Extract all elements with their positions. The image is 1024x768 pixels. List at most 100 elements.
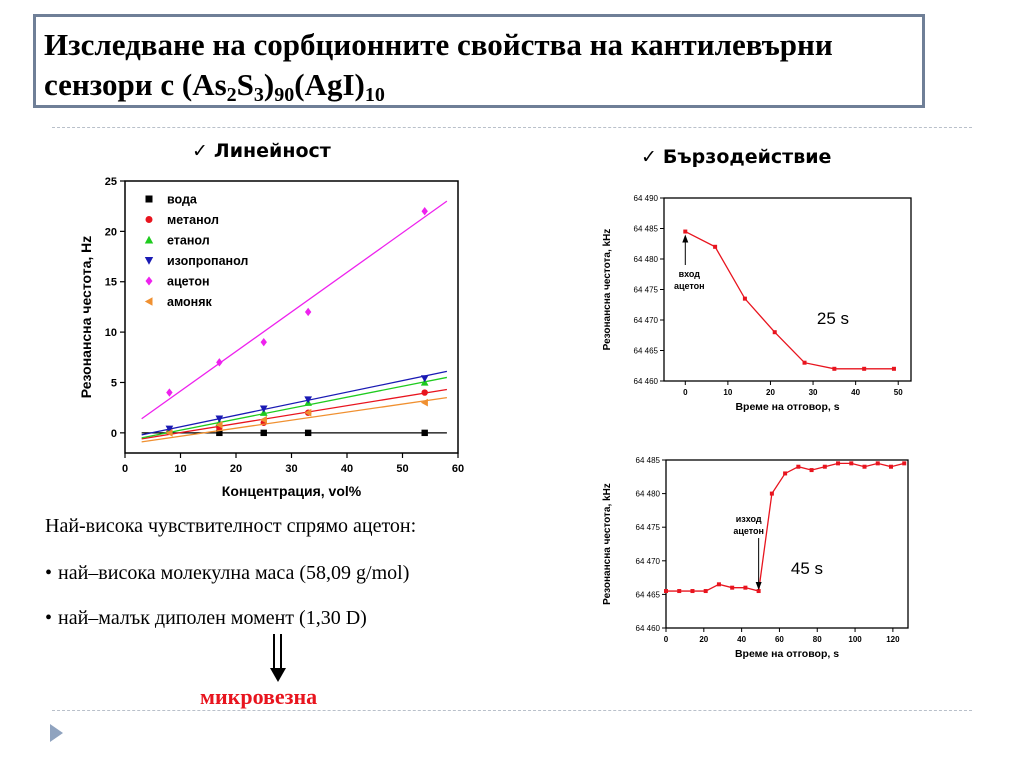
response-series [664,461,907,594]
data-point [165,425,174,433]
data-point [769,491,774,496]
data-point [891,366,896,371]
data-point [259,405,268,413]
double-arrow-shaft [273,634,282,670]
response-chart-inlet: 0 10 20 30 40 50 64 460 64 465 64 470 64 475 64 48… [602,194,912,413]
check-mark-icon: ✓ [192,140,208,162]
x-tick-label: 10 [723,388,732,397]
x-tick-label: 60 [775,635,784,644]
title-part: (AgI) [294,67,365,102]
fit-line [141,370,448,436]
title-part: ) [263,67,275,102]
legend-label: вода [167,193,198,207]
top-divider [52,127,972,128]
arrow-head-icon [755,582,762,591]
y-tick-label: 64 465 [634,347,659,356]
data-point [690,589,695,594]
series-4: изопропанол [141,254,448,436]
bullet-text: най–малък диполен момент (1,30 D) [58,607,367,629]
y-tick-label: 64 490 [634,194,659,203]
x-tick-label: 50 [396,463,408,475]
legend-marker [145,276,153,286]
data-point [216,429,223,437]
bullet-item-1: • най–висока молекулна маса (58,09 g/mol) [45,562,409,585]
series-1: вода [141,193,447,437]
x-tick-label: 30 [285,463,297,475]
data-point [420,398,428,407]
data-point [832,366,837,371]
y-tick-label: 20 [105,226,117,238]
conclusion-label: микровезна [200,684,318,709]
fit-line [141,376,448,439]
data-point [304,307,312,317]
plot-frame [665,459,909,629]
data-point [902,461,907,466]
right-heading: ✓ Бързодействие [641,146,831,168]
legend-marker [144,297,153,306]
data-point [862,464,867,469]
x-tick-label: 40 [737,635,746,644]
linearity-chart: 0 10 20 30 40 50 60 0 5 10 15 20 25 Концентрация, vol… [78,176,464,499]
arrow-head-icon [682,234,689,243]
data-point [421,389,428,396]
annotation-label: изход [736,514,762,524]
x-tick-label: 20 [699,635,708,644]
left-heading-label: Линейност [213,140,331,162]
down-arrow-icon [270,668,286,682]
legend-marker [145,216,153,223]
title-part: S [236,67,254,102]
x-tick-label: 20 [766,388,775,397]
y-tick-label: 64 460 [636,624,661,633]
check-mark-icon: ✓ [641,146,657,168]
y-tick-label: 5 [111,377,117,389]
y-tick-label: 64 460 [634,377,659,386]
x-tick-label: 30 [809,388,818,397]
title-subscript: 2 [226,84,237,106]
data-point [836,461,841,466]
legend-label: изопропанол [167,254,248,268]
bullet-item-2: • най–малък диполен момент (1,30 D) [45,607,367,630]
y-axis-label: Резонансна честота, Hz [78,236,94,398]
data-point [421,207,428,216]
legend-label: метанол [167,213,219,227]
y-tick-label: 64 475 [636,523,661,532]
legend-marker [145,195,153,203]
left-heading: ✓ Линейност [192,140,331,162]
data-point [783,471,788,476]
play-triangle-icon[interactable] [50,724,63,742]
data-point [215,415,224,423]
x-axis-label: Концентрация, vol% [222,483,362,499]
data-point [742,296,747,301]
y-tick-label: 64 480 [636,490,661,499]
annotation-label: вход [679,269,701,279]
response-series [683,229,896,371]
y-tick-label: 25 [105,176,117,188]
title-subscript: 10 [364,84,385,106]
series-6: амоняк [141,295,447,443]
data-point [304,396,312,404]
y-tick-label: 15 [105,277,117,289]
data-point [664,589,668,594]
x-tick-label: 20 [230,463,242,475]
y-tick-label: 10 [105,327,117,339]
data-point [875,461,880,466]
fit-line [141,388,448,440]
series-5: ацетон [141,200,448,420]
legend-marker [144,235,154,244]
title-subscript: 3 [253,84,264,106]
right-heading-label: Бързодействие [662,146,832,168]
data-point [421,429,428,437]
x-tick-label: 40 [851,388,860,397]
data-point [677,589,682,594]
response-time-label: 45 s [791,559,823,578]
data-point [165,429,173,437]
data-point [862,366,867,371]
data-point [260,429,267,437]
slide-title-line-2: сензори с (As2S3)90(AgI)10 [44,65,912,105]
data-point [216,358,223,367]
y-tick-label: 0 [111,428,117,440]
data-point [822,464,827,469]
data-point [809,468,814,473]
data-point [259,415,267,424]
data-point [683,229,688,234]
